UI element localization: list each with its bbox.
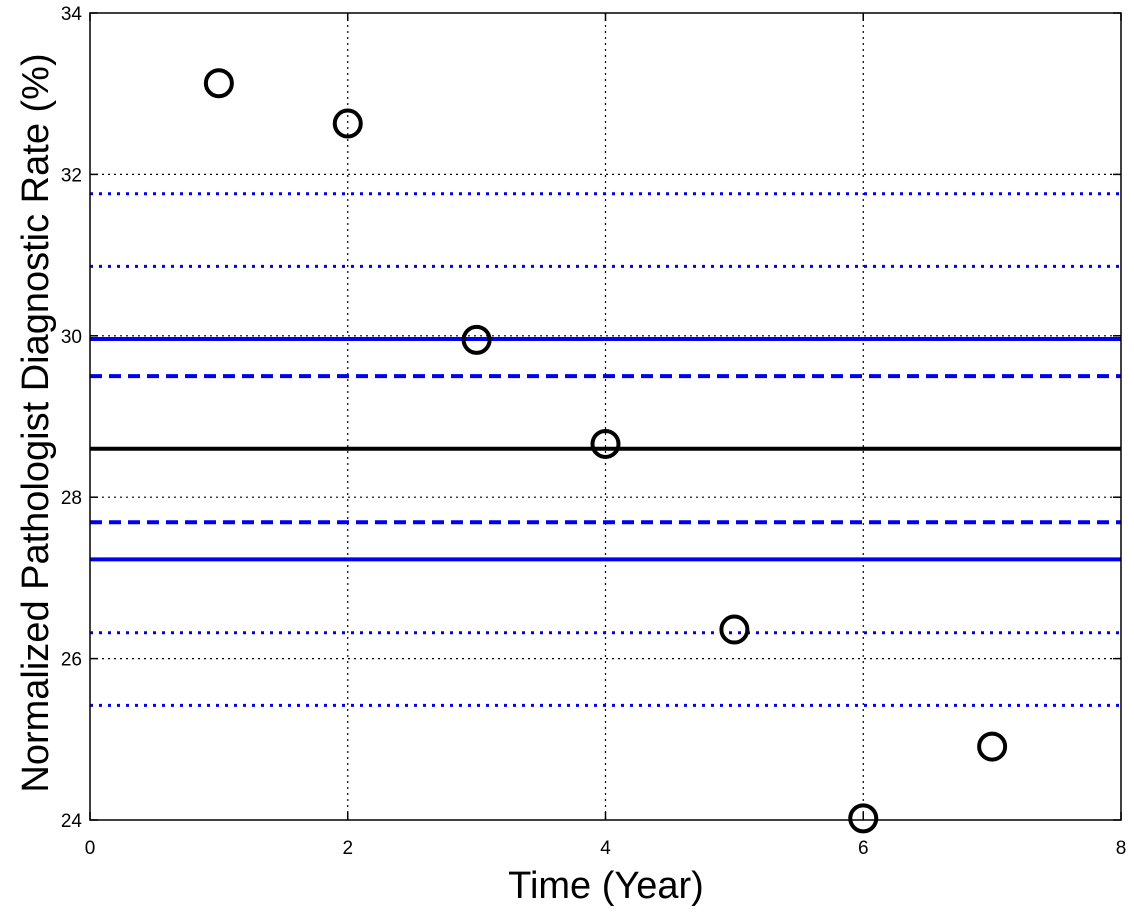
- y-tick-label: 28: [61, 488, 82, 509]
- x-tick-label: 8: [1116, 838, 1127, 859]
- x-axis-title: Time (Year): [508, 865, 704, 907]
- data-point: [848, 803, 879, 834]
- x-tick-label: 6: [858, 838, 869, 859]
- data-point: [203, 68, 234, 99]
- y-tick-label: 30: [61, 327, 82, 348]
- x-tick-label: 2: [342, 838, 353, 859]
- x-tick-label: 0: [85, 838, 96, 859]
- y-tick-label: 34: [61, 4, 83, 25]
- data-point: [719, 614, 750, 645]
- data-point: [461, 324, 492, 355]
- data-point: [977, 731, 1008, 762]
- x-tick-label: 4: [600, 838, 611, 859]
- data-points: [203, 68, 1008, 834]
- data-point: [590, 428, 621, 459]
- grid-lines: [90, 13, 1121, 820]
- y-axis-title: Normalized Pathologist Diagnostic Rate (…: [15, 53, 57, 792]
- data-point: [332, 108, 363, 139]
- y-tick-label: 24: [61, 811, 83, 832]
- y-tick-label: 32: [61, 165, 82, 186]
- plot-frame: [89, 12, 1122, 821]
- reference-lines: [90, 192, 1121, 707]
- y-tick-label: 26: [61, 650, 82, 671]
